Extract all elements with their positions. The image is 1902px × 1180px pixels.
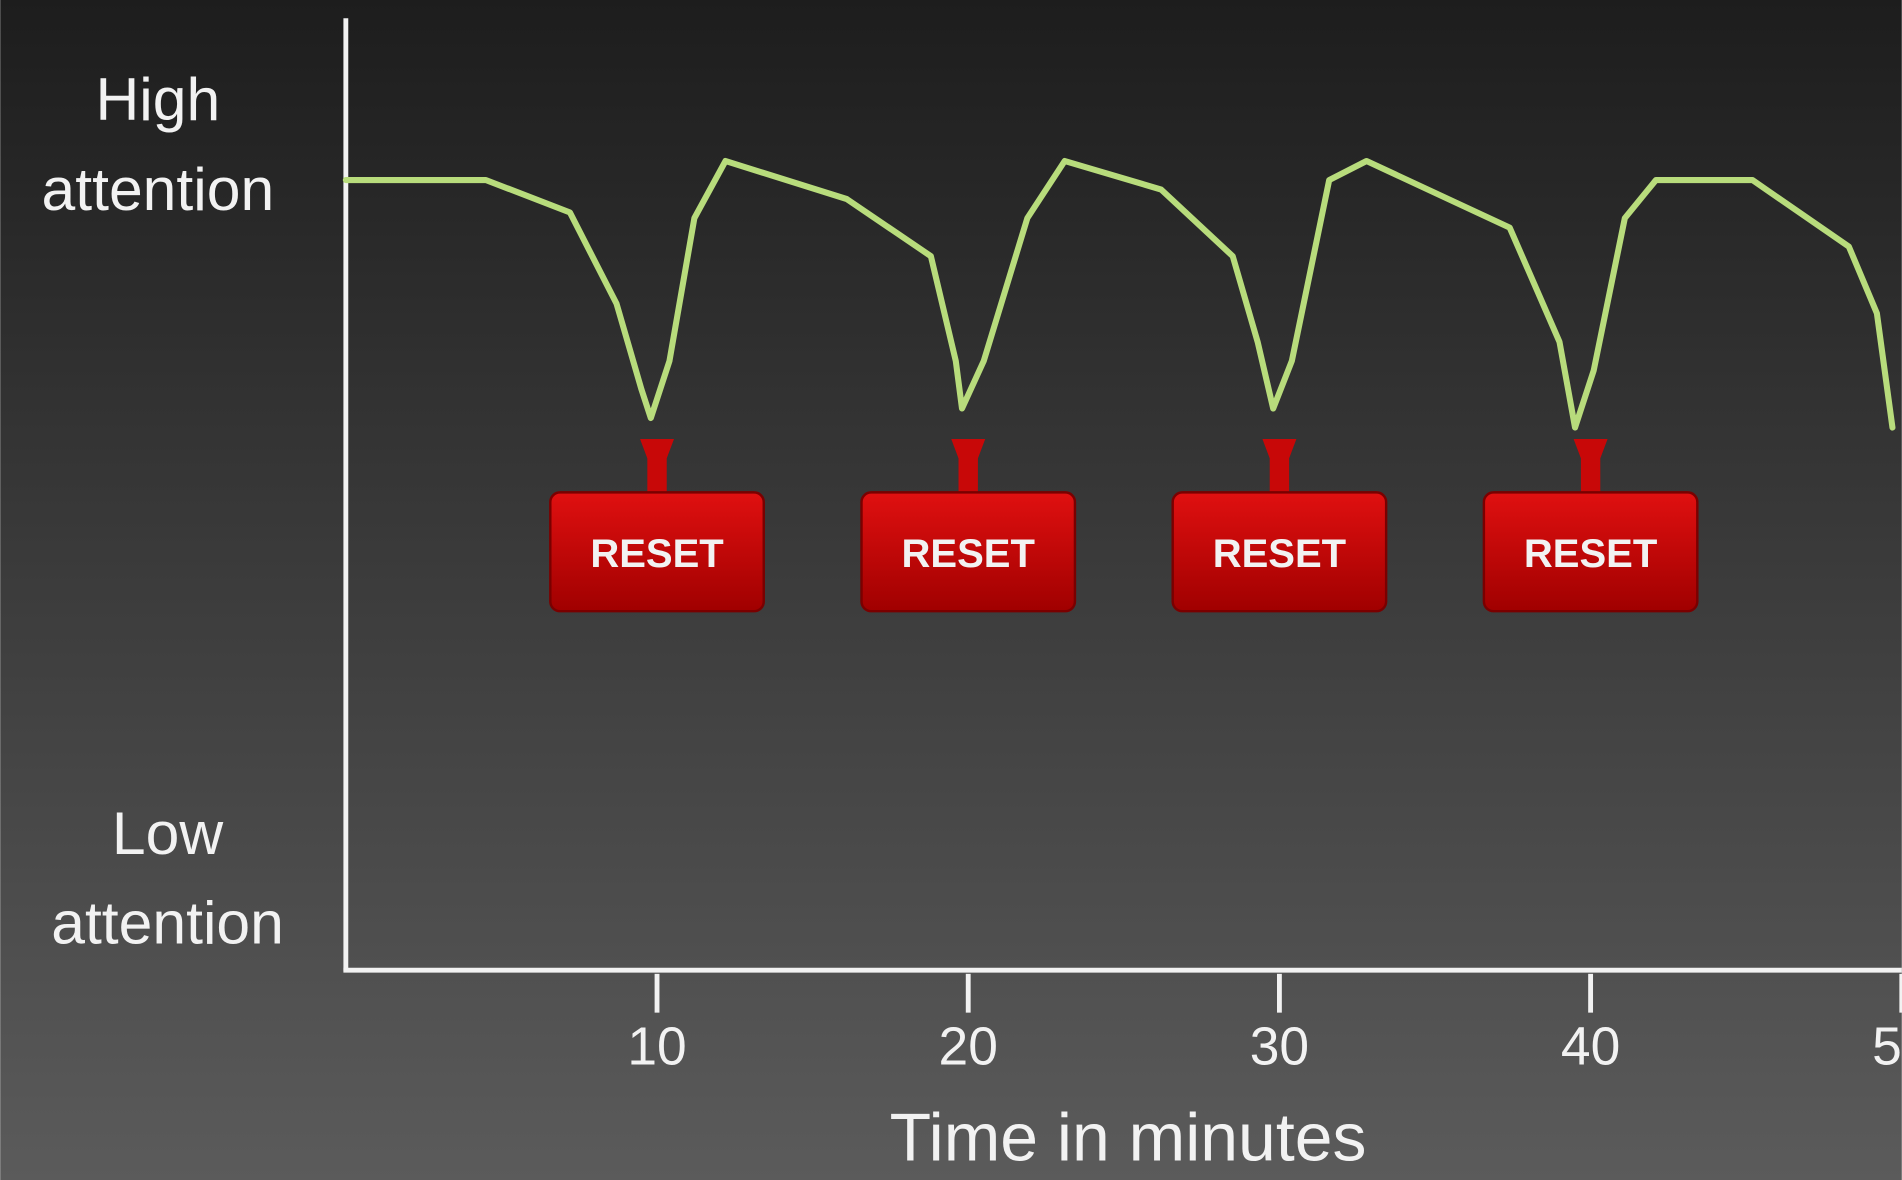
y-high: High attention xyxy=(0,55,315,237)
chart: High attention Low attention Time in min… xyxy=(0,0,1902,1180)
reset-label: RESET xyxy=(1213,532,1347,576)
reset-label: RESET xyxy=(1524,532,1658,576)
page: High attention Low attention Time in min… xyxy=(0,0,1902,1180)
y-low: Low attention xyxy=(10,788,325,970)
reset-label: RESET xyxy=(902,532,1036,576)
x-tick-label: 50 xyxy=(1872,1017,1902,1076)
y-low-label: Low attention xyxy=(10,788,325,967)
x-tick-label: 10 xyxy=(627,1017,686,1076)
x-tick-label: 20 xyxy=(939,1017,998,1076)
x-tick-label: 30 xyxy=(1250,1017,1309,1076)
x-tick-label: 40 xyxy=(1561,1017,1620,1076)
x-axis-title: Time in minutes xyxy=(890,1100,1367,1175)
y-high-label: High attention xyxy=(0,55,315,234)
reset-label: RESET xyxy=(590,532,724,576)
